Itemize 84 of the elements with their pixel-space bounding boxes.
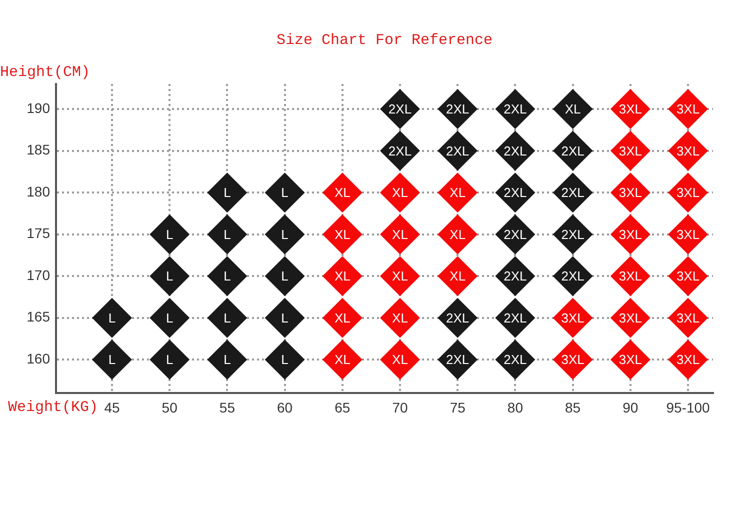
y-axis-title: Height(CM) [0, 64, 90, 82]
y-tick-label: 170 [26, 266, 50, 283]
text: 3XL [561, 310, 584, 326]
text: L [108, 310, 116, 326]
text: XL [450, 226, 466, 242]
text: 2XL [446, 310, 470, 326]
text: L [224, 352, 231, 368]
text: L [166, 352, 174, 368]
chart-title: Size Chart For Reference [275, 32, 494, 50]
text: L [281, 185, 288, 200]
x-tick-label: 65 [334, 399, 350, 416]
series-label: 3XL [618, 268, 642, 284]
text: L [224, 226, 231, 242]
x-tick-label: 85 [565, 399, 581, 416]
x-tick-label: 80 [507, 399, 524, 416]
text: 2XL [504, 352, 527, 368]
x-tick-label: 45 [104, 399, 120, 416]
text: 2XL [504, 102, 527, 117]
text: 2XL [504, 310, 527, 326]
text: 3XL [618, 185, 642, 200]
series-label: 2XL [504, 268, 527, 284]
text: L [281, 268, 288, 284]
text: 2XL [446, 143, 470, 158]
text: 2XL [561, 268, 584, 284]
text: XL [334, 268, 350, 284]
x-tick-label: 95-100 [666, 399, 710, 416]
text: XL [450, 268, 466, 284]
text: 3XL [618, 310, 642, 326]
text: 3XL [676, 226, 700, 242]
text: 3XL [676, 102, 700, 117]
text: 3XL [618, 102, 642, 117]
text: 2XL [561, 226, 584, 242]
text: 2XL [388, 102, 412, 117]
text: XL [564, 102, 581, 117]
text: L [224, 310, 231, 326]
text: L [108, 352, 116, 368]
y-tick-label: 165 [26, 308, 50, 325]
y-tick-label: 190 [26, 100, 50, 116]
text: XL [392, 310, 408, 326]
text: XL [392, 226, 408, 242]
text: L [166, 268, 174, 284]
text: 2XL [504, 185, 527, 200]
x-tick-label: 55 [219, 399, 236, 416]
text: L [281, 226, 288, 242]
text: 2XL [504, 143, 527, 158]
text: 3XL [676, 352, 700, 368]
text: 2XL [561, 143, 584, 158]
text: 3XL [561, 352, 584, 368]
text: 3XL [618, 226, 642, 242]
y-tick-label: 185 [26, 142, 50, 158]
text: 3XL [618, 352, 642, 368]
x-axis-title: Weight(KG) [8, 399, 98, 417]
text: L [281, 310, 288, 326]
text: 3XL [676, 143, 700, 158]
y-tick-label: 180 [26, 183, 50, 200]
text: 2XL [446, 102, 470, 117]
text: XL [334, 185, 350, 200]
text: 2XL [561, 185, 584, 200]
text: 3XL [676, 185, 700, 200]
x-tick-label: 50 [162, 399, 178, 416]
x-tick-label: 60 [277, 399, 293, 416]
y-tick-label: 175 [26, 225, 50, 242]
text: XL [334, 226, 350, 242]
text: 3XL [618, 143, 642, 158]
series-label: L [224, 268, 231, 284]
text: XL [450, 185, 466, 200]
text: XL [392, 352, 408, 368]
x-tick-label: 90 [622, 399, 638, 416]
text: 2XL [504, 226, 527, 242]
text: L [166, 226, 174, 242]
text: XL [334, 310, 350, 326]
text: 2XL [388, 143, 412, 158]
x-tick-label: 75 [450, 399, 466, 416]
text: 2XL [446, 352, 470, 368]
text: XL [392, 268, 408, 284]
text: 3XL [676, 310, 700, 326]
text: L [224, 185, 231, 200]
x-tick-label: 70 [392, 399, 408, 416]
text: L [166, 310, 174, 326]
text: XL [392, 185, 408, 200]
text: 3XL [676, 268, 700, 284]
y-tick-label: 160 [26, 350, 50, 366]
text: L [281, 352, 288, 368]
series-label: XL [334, 352, 350, 368]
